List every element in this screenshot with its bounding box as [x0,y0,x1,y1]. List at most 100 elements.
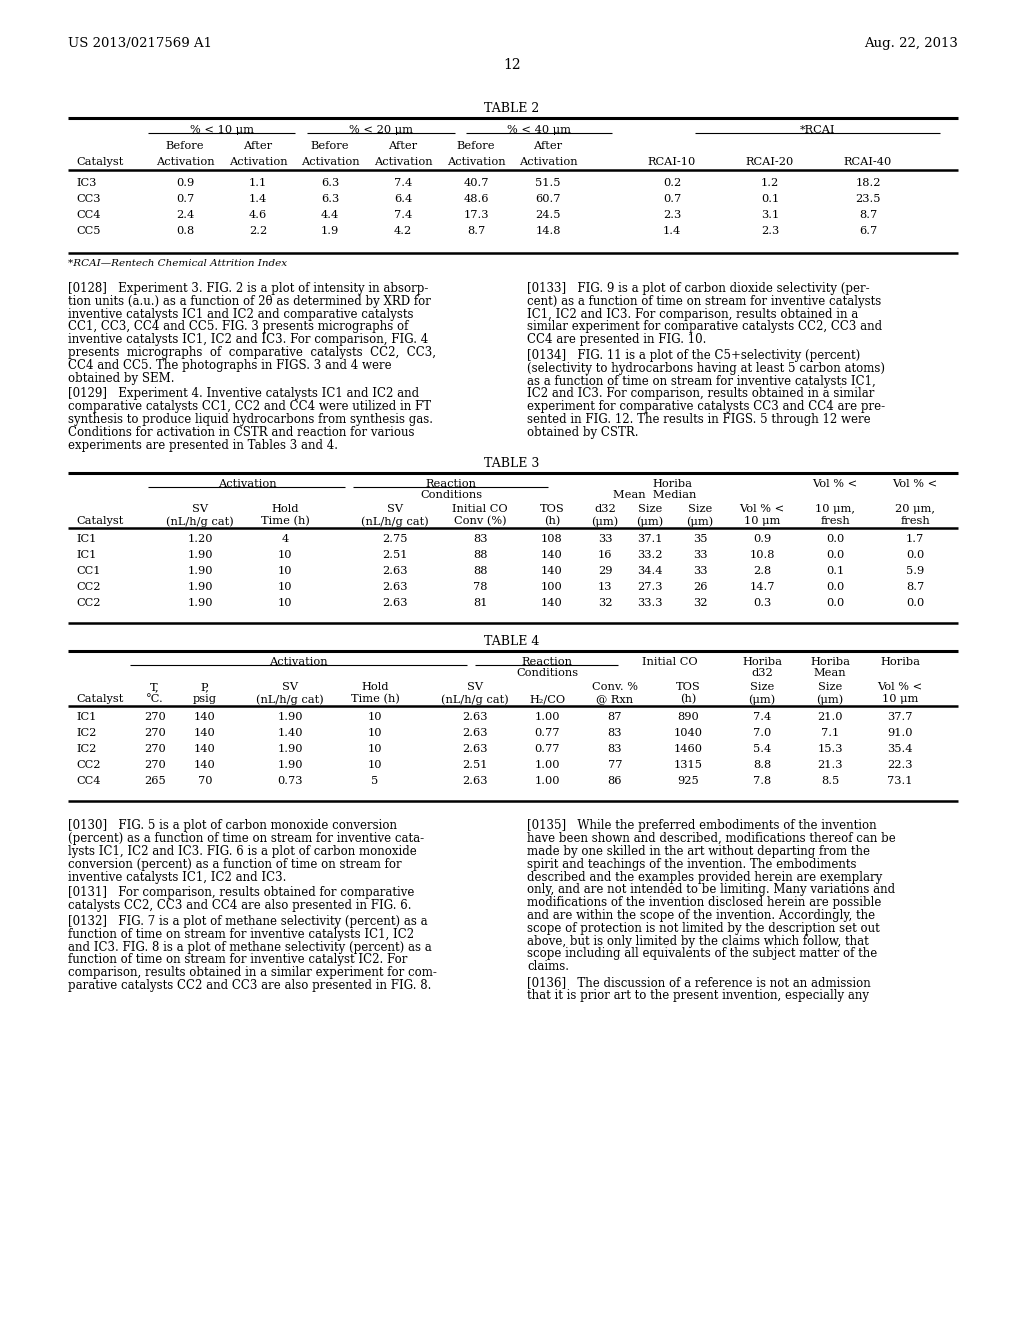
Text: 0.0: 0.0 [826,535,844,544]
Text: (h): (h) [680,694,696,705]
Text: Catalyst: Catalyst [76,516,123,527]
Text: 29: 29 [598,566,612,577]
Text: Conv. %: Conv. % [592,682,638,693]
Text: 10: 10 [368,760,382,771]
Text: 1.90: 1.90 [187,582,213,593]
Text: 925: 925 [677,776,698,787]
Text: 86: 86 [608,776,623,787]
Text: 1.00: 1.00 [535,760,560,771]
Text: Activation: Activation [519,157,578,168]
Text: TABLE 4: TABLE 4 [484,635,540,648]
Text: 5.9: 5.9 [906,566,924,577]
Text: TOS: TOS [676,682,700,693]
Text: 18.2: 18.2 [855,178,881,187]
Text: 0.0: 0.0 [906,598,924,609]
Text: Initial CO: Initial CO [642,657,697,668]
Text: 140: 140 [541,550,563,561]
Text: (μm): (μm) [686,516,714,527]
Text: 4.4: 4.4 [321,210,339,220]
Text: 0.0: 0.0 [826,550,844,561]
Text: 1.40: 1.40 [278,729,303,738]
Text: (nL/h/g cat): (nL/h/g cat) [361,516,429,527]
Text: TOS: TOS [540,504,564,515]
Text: described and the examples provided herein are exemplary: described and the examples provided here… [527,871,883,883]
Text: After: After [534,141,562,150]
Text: 23.5: 23.5 [855,194,881,205]
Text: scope including all equivalents of the subject matter of the: scope including all equivalents of the s… [527,948,878,961]
Text: 40.7: 40.7 [463,178,488,187]
Text: CC2: CC2 [76,760,100,771]
Text: 1.00: 1.00 [535,776,560,787]
Text: above, but is only limited by the claims which follow, that: above, but is only limited by the claims… [527,935,868,948]
Text: 10: 10 [368,744,382,755]
Text: 0.0: 0.0 [826,582,844,593]
Text: 7.1: 7.1 [821,729,839,738]
Text: 15.3: 15.3 [817,744,843,755]
Text: 5: 5 [372,776,379,787]
Text: catalysts CC2, CC3 and CC4 are also presented in FIG. 6.: catalysts CC2, CC3 and CC4 are also pres… [68,899,412,912]
Text: 70: 70 [198,776,212,787]
Text: similar experiment for comparative catalysts CC2, CC3 and: similar experiment for comparative catal… [527,321,882,334]
Text: 100: 100 [541,582,563,593]
Text: TABLE 2: TABLE 2 [484,102,540,115]
Text: Horiba: Horiba [652,479,692,490]
Text: 7.4: 7.4 [753,713,771,722]
Text: Activation: Activation [301,157,359,168]
Text: 1.20: 1.20 [187,535,213,544]
Text: 6.3: 6.3 [321,194,339,205]
Text: Activation: Activation [446,157,505,168]
Text: 1.90: 1.90 [187,598,213,609]
Text: 0.9: 0.9 [753,535,771,544]
Text: experiments are presented in Tables 3 and 4.: experiments are presented in Tables 3 an… [68,438,338,451]
Text: Activation: Activation [374,157,432,168]
Text: 0.8: 0.8 [176,226,195,236]
Text: [0129]   Experiment 4. Inventive catalysts IC1 and IC2 and: [0129] Experiment 4. Inventive catalysts… [68,387,419,400]
Text: 2.63: 2.63 [382,566,408,577]
Text: 1.90: 1.90 [187,550,213,561]
Text: 73.1: 73.1 [887,776,912,787]
Text: (nL/h/g cat): (nL/h/g cat) [441,694,509,705]
Text: 13: 13 [598,582,612,593]
Text: CC3: CC3 [76,194,100,205]
Text: fresh: fresh [820,516,850,527]
Text: 6.3: 6.3 [321,178,339,187]
Text: Vol % <: Vol % < [892,479,938,490]
Text: 16: 16 [598,550,612,561]
Text: 35: 35 [693,535,708,544]
Text: 10 μm: 10 μm [882,694,919,705]
Text: 51.5: 51.5 [536,178,561,187]
Text: Size: Size [688,504,712,515]
Text: 1040: 1040 [674,729,702,738]
Text: 10: 10 [278,598,292,609]
Text: obtained by SEM.: obtained by SEM. [68,372,174,384]
Text: 83: 83 [473,535,487,544]
Text: TABLE 3: TABLE 3 [484,457,540,470]
Text: 7.0: 7.0 [753,729,771,738]
Text: Size: Size [638,504,663,515]
Text: 8.5: 8.5 [821,776,839,787]
Text: Vol % <: Vol % < [812,479,858,490]
Text: @ Rxn: @ Rxn [596,694,634,705]
Text: Aug. 22, 2013: Aug. 22, 2013 [864,37,958,50]
Text: Conditions: Conditions [516,668,579,678]
Text: 2.4: 2.4 [176,210,195,220]
Text: (μm): (μm) [592,516,618,527]
Text: Hold: Hold [361,682,389,693]
Text: IC1, IC2 and IC3. For comparison, results obtained in a: IC1, IC2 and IC3. For comparison, result… [527,308,858,321]
Text: [0130]   FIG. 5 is a plot of carbon monoxide conversion: [0130] FIG. 5 is a plot of carbon monoxi… [68,820,397,833]
Text: 270: 270 [144,713,166,722]
Text: sented in FIG. 12. The results in FIGS. 5 through 12 were: sented in FIG. 12. The results in FIGS. … [527,413,870,426]
Text: 4.2: 4.2 [394,226,412,236]
Text: [0128]   Experiment 3. FIG. 2 is a plot of intensity in absorp-: [0128] Experiment 3. FIG. 2 is a plot of… [68,282,428,294]
Text: T,: T, [151,682,160,693]
Text: 27.3: 27.3 [637,582,663,593]
Text: presents  micrographs  of  comparative  catalysts  CC2,  CC3,: presents micrographs of comparative cata… [68,346,436,359]
Text: Horiba: Horiba [742,657,782,668]
Text: US 2013/0217569 A1: US 2013/0217569 A1 [68,37,212,50]
Text: 88: 88 [473,566,487,577]
Text: 1.00: 1.00 [535,713,560,722]
Text: 0.77: 0.77 [535,729,560,738]
Text: 8.7: 8.7 [467,226,485,236]
Text: [0136]   The discussion of a reference is not an admission: [0136] The discussion of a reference is … [527,975,870,989]
Text: SV: SV [282,682,298,693]
